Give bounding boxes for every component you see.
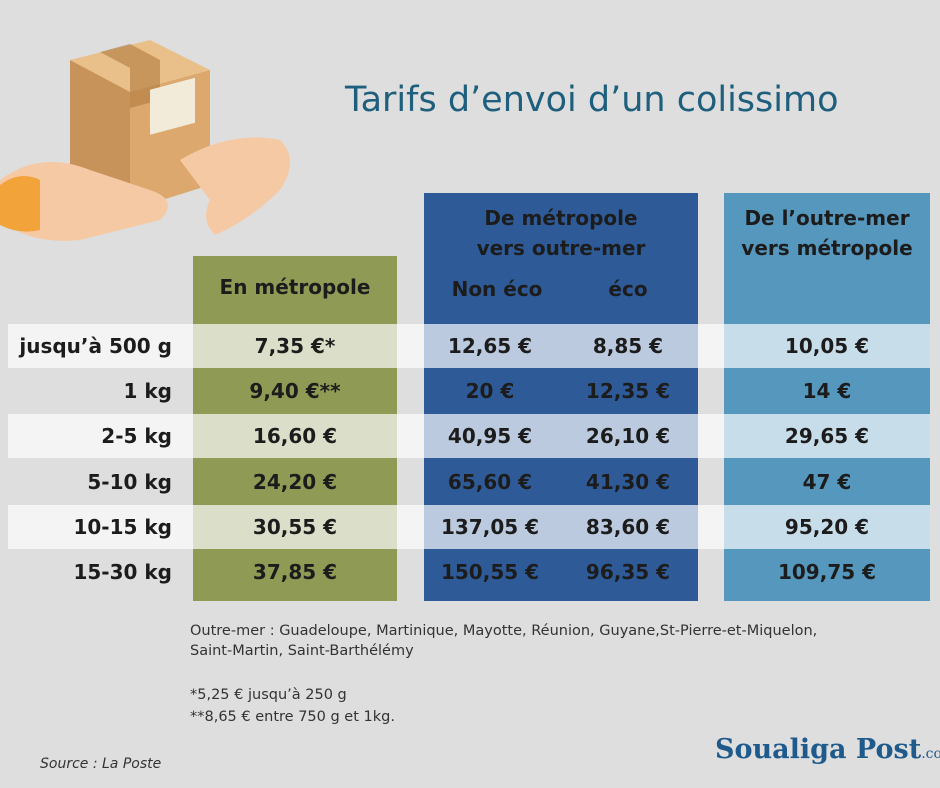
column-header: vers outre-mer [476,236,646,260]
row-label: 10-15 kg [73,514,172,539]
note: **8,65 € entre 750 g et 1kg. [190,709,395,725]
logo-suffix: .com [921,746,940,762]
column-header: vers métropole [741,236,913,260]
cell: 26,10 € [585,424,671,449]
cell: 14 € [802,379,852,404]
cell: 20 € [465,379,515,404]
cell: 30,55 € [252,514,338,539]
cell: 109,75 € [777,560,877,584]
cell: 96,35 € [585,560,671,584]
cell: 12,35 € [585,379,671,404]
cell: 29,65 € [784,424,870,449]
note: Outre-mer : Guadeloupe, Martinique, Mayo… [190,623,818,639]
row-label: jusqu’à 500 g [19,334,172,358]
row-highlight [8,324,930,368]
row-label: 2-5 kg [101,424,172,449]
note: Saint-Martin, Saint-Barthélémy [190,643,414,659]
cell: 16,60 € [252,424,338,449]
subcolumn-header: éco [608,277,648,301]
cell: 65,60 € [447,469,533,494]
cell: 40,95 € [447,424,533,449]
cell: 83,60 € [585,514,671,539]
cell: 37,85 € [252,560,338,584]
logo: Soualiga Post.com [715,734,940,765]
cell: 12,65 € [447,334,533,358]
row-label: 15-30 kg [73,560,172,584]
row-highlight [8,504,930,549]
subcolumn-header: Non éco [451,277,543,301]
parcel-illustration [0,40,290,241]
row-highlight [8,414,930,459]
cell: 9,40 €** [249,379,341,404]
cell: 41,30 € [585,469,671,494]
cell: 8,85 € [592,334,664,358]
row-label: 1 kg [123,379,173,404]
column-header: De métropole [484,206,638,230]
note: *5,25 € jusqu’à 250 g [190,687,347,703]
cell: 95,20 € [784,514,870,539]
logo-name: Soualiga Post [715,734,922,765]
row-label: 5-10 kg [87,469,172,494]
cell: 7,35 €* [254,334,336,358]
cell: 10,05 € [784,334,870,358]
column-header: De l’outre-mer [744,206,910,230]
cell: 137,05 € [440,514,540,539]
source: Source : La Poste [40,756,162,772]
cell: 150,55 € [440,560,540,584]
column-header: En métropole [219,275,371,299]
cell: 24,20 € [252,469,338,494]
title: Tarifs d’envoi d’un colissimo [345,80,839,120]
cell: 47 € [802,469,852,494]
